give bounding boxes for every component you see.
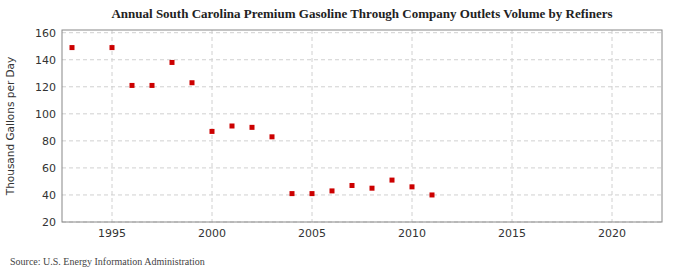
point	[170, 60, 175, 65]
x-tick-label: 1995	[98, 227, 126, 240]
point	[410, 184, 415, 189]
point	[110, 45, 115, 50]
point	[390, 178, 395, 183]
point	[190, 80, 195, 85]
point	[370, 186, 375, 191]
point	[330, 188, 335, 193]
x-tick-label: 2020	[598, 227, 626, 240]
x-tick-label: 2005	[298, 227, 326, 240]
source-note: Source: U.S. Energy Information Administ…	[10, 256, 205, 267]
x-tick-label: 2010	[398, 227, 426, 240]
y-tick-label: 40	[42, 189, 56, 202]
x-tick-label: 2015	[498, 227, 526, 240]
point	[270, 134, 275, 139]
point	[70, 45, 75, 50]
point	[210, 129, 215, 134]
chart-svg: 20 40 60 80 100 120 140 160 1995 2000 2005 2010 2015…	[0, 0, 675, 275]
y-tick-label: 20	[42, 216, 56, 229]
x-grid-line	[612, 30, 613, 222]
y-axis-label: Thousand Gallons per Day	[4, 57, 16, 197]
title: Annual South Carolina Premium Gasoline T…	[111, 6, 612, 21]
point	[150, 83, 155, 88]
x-grid-line	[112, 30, 113, 222]
chart-container: 20 40 60 80 100 120 140 160 1995 2000 2005 2010 2015…	[0, 0, 675, 275]
y-grid-line	[62, 167, 662, 168]
y-tick-label: 60	[42, 162, 56, 175]
point	[350, 183, 355, 188]
x-grid-line	[512, 30, 513, 222]
y-tick-label: 140	[35, 54, 56, 67]
y-tick-label: 160	[35, 27, 56, 40]
point	[430, 192, 435, 197]
plot-frame	[62, 30, 662, 222]
x-grid-line	[412, 30, 413, 222]
x-tick-label: 2000	[198, 227, 226, 240]
y-grid-line	[62, 194, 662, 195]
y-tick-label: 100	[35, 108, 56, 121]
y-grid-line	[62, 140, 662, 141]
y-tick-label: 80	[42, 135, 56, 148]
points	[70, 45, 435, 197]
point	[250, 125, 255, 130]
y-tick-label: 120	[35, 81, 56, 94]
y-grid-line	[62, 32, 662, 33]
y-grid-line	[62, 113, 662, 114]
x-grid-line	[212, 30, 213, 222]
grid	[62, 30, 662, 222]
point	[310, 191, 315, 196]
point	[230, 124, 235, 129]
point	[290, 191, 295, 196]
y-grid-line	[62, 59, 662, 60]
point	[130, 83, 135, 88]
